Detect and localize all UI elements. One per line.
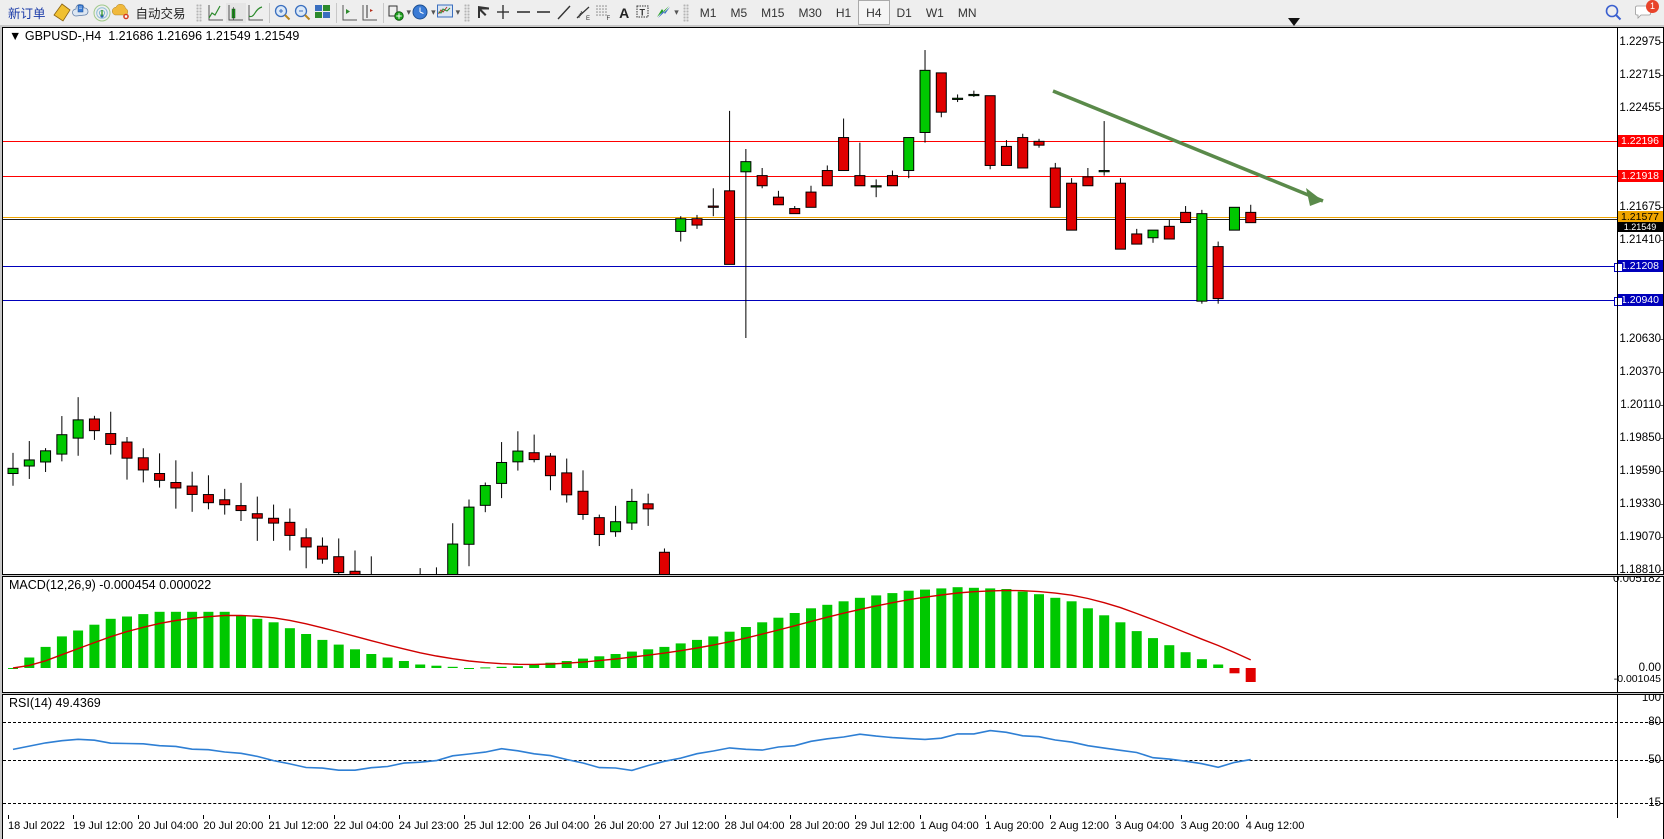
svg-text:T: T xyxy=(640,7,646,17)
svg-text:F: F xyxy=(607,16,611,22)
svg-text:E: E xyxy=(586,16,590,22)
